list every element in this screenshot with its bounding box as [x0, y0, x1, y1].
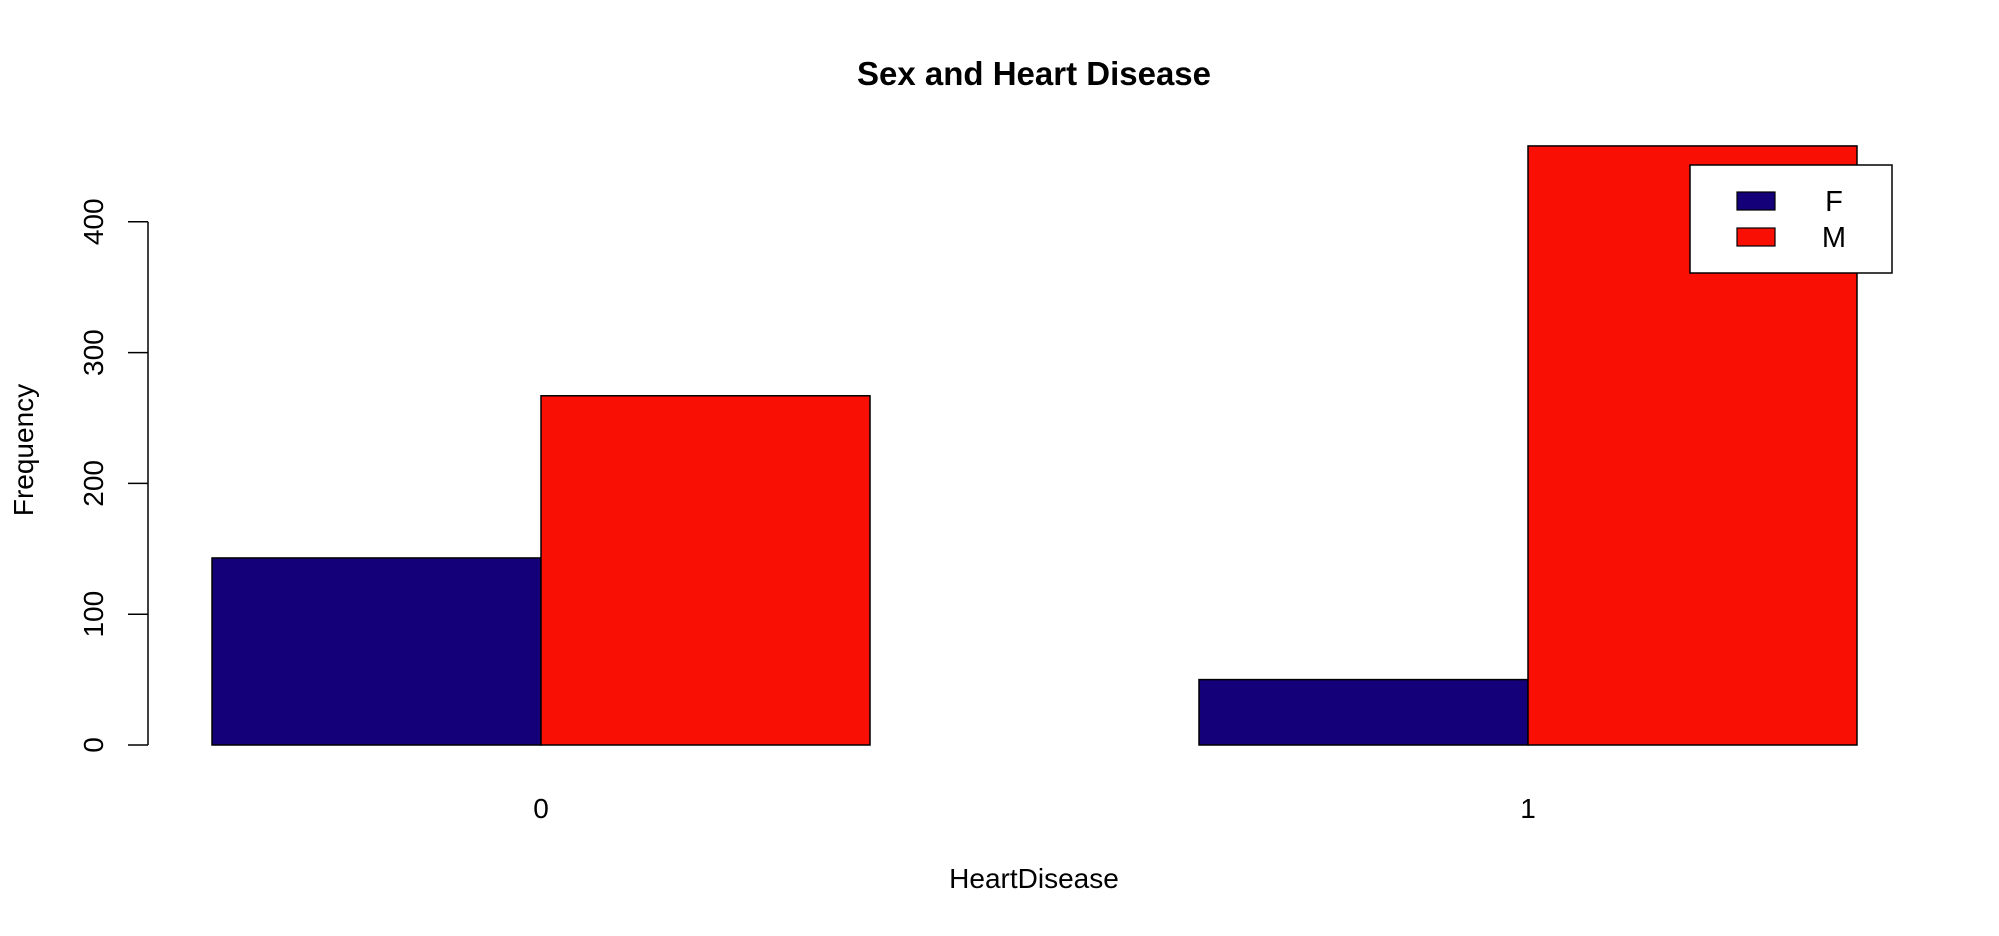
y-tick-label-200: 200	[78, 460, 109, 507]
legend-box	[1689, 164, 1893, 274]
chart-title: Sex and Heart Disease	[857, 55, 1211, 92]
x-tick-label-1: 1	[1520, 793, 1536, 824]
legend-swatch-m	[1736, 227, 1776, 247]
legend-swatch-f	[1736, 191, 1776, 211]
y-tick-label-100: 100	[78, 591, 109, 638]
bars-group	[211, 145, 1858, 746]
bar-m-0	[540, 395, 871, 746]
y-axis: 0 100 200 300 400	[78, 198, 149, 753]
legend-label-f: F	[1825, 186, 1843, 218]
legend-label-m: M	[1822, 222, 1846, 254]
y-tick-label-300: 300	[78, 329, 109, 376]
y-tick-label-0: 0	[78, 737, 109, 753]
x-tick-label-0: 0	[533, 793, 549, 824]
x-axis-label: HeartDisease	[949, 863, 1119, 894]
y-axis-label: Frequency	[8, 384, 39, 516]
bar-f-1	[1198, 678, 1529, 746]
y-tick-label-400: 400	[78, 198, 109, 245]
bar-f-0	[211, 557, 542, 746]
legend: FM	[1689, 164, 1893, 274]
